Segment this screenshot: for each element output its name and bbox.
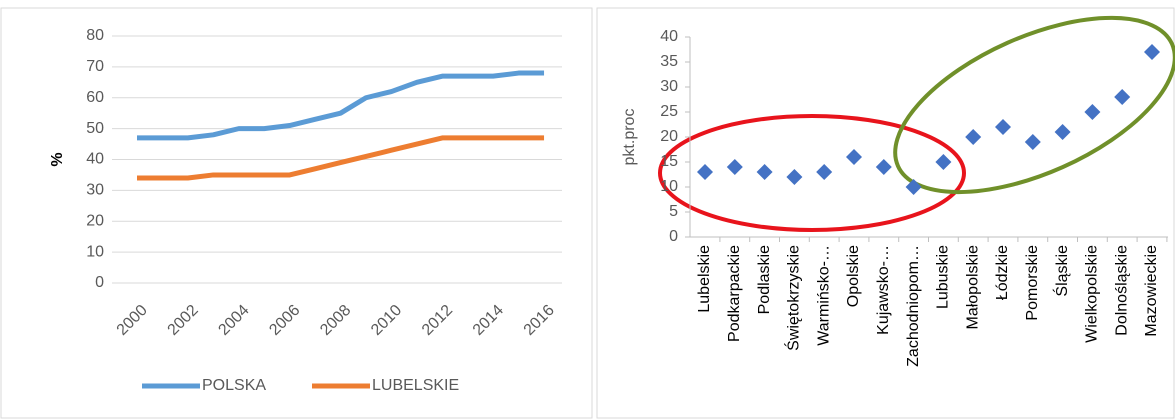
data-point [726, 159, 743, 175]
data-point [697, 164, 713, 180]
x-tick-label: Wielkopolskie [1084, 245, 1101, 343]
x-tick-label: Lubuskie [935, 245, 952, 309]
y-tick-label: 40 [86, 151, 104, 168]
y-tick-label: 20 [660, 128, 678, 145]
x-tick-label: Kujawsko-… [875, 245, 892, 335]
x-tick-label: Warmińsko-… [815, 245, 832, 346]
data-point [965, 129, 982, 145]
y-tick-label: 5 [669, 203, 678, 220]
data-point [1084, 104, 1101, 120]
y-tick-label: 60 [86, 89, 104, 106]
data-point [1054, 124, 1071, 140]
y-tick-label: 50 [86, 120, 104, 137]
y-axis-label: pkt.proc [621, 109, 638, 166]
y-tick-label: 35 [660, 53, 678, 70]
y-tick-label: 70 [86, 58, 104, 75]
y-tick-label: 40 [660, 28, 678, 45]
data-point [786, 169, 803, 185]
x-tick-label: Opolskie [845, 245, 862, 307]
x-tick-label: Mazowieckie [1143, 245, 1160, 337]
line-series [137, 135, 545, 181]
y-tick-label: 15 [660, 153, 678, 170]
data-point [816, 164, 833, 180]
highlight-ellipse [893, 15, 1175, 195]
right-panel [596, 7, 1175, 419]
x-tick-label: Podlaskie [756, 245, 773, 314]
y-tick-label: 0 [95, 274, 104, 291]
data-point [905, 179, 922, 195]
y-axis-label: % [49, 152, 66, 166]
x-tick-label: Dolnośląskie [1113, 245, 1130, 336]
line-series [137, 70, 545, 141]
y-tick-label: 10 [660, 178, 678, 195]
y-tick-label: 20 [86, 212, 104, 229]
data-point [1024, 134, 1041, 150]
data-point [1144, 44, 1160, 60]
data-point [756, 164, 773, 180]
legend-label: POLSKA [202, 377, 266, 394]
y-tick-label: 10 [86, 243, 104, 260]
x-tick-label: Śląskie [1052, 245, 1071, 297]
x-tick-label: Pomorskie [1024, 245, 1041, 321]
highlight-ellipse [658, 114, 966, 232]
x-tick-label: Łódzkie [994, 245, 1011, 300]
x-tick-label: Lubelskie [696, 245, 713, 313]
x-tick-label: Zachodniopom… [905, 245, 922, 367]
x-tick-label: Podkarpackie [726, 245, 743, 342]
data-point [1114, 89, 1131, 105]
data-point [846, 149, 862, 165]
data-point [875, 159, 892, 175]
x-tick-label: Świętokrzyskie [784, 245, 803, 351]
y-tick-label: 30 [86, 182, 104, 199]
y-tick-label: 25 [660, 103, 678, 120]
y-tick-label: 0 [669, 228, 678, 245]
data-point [995, 119, 1011, 135]
legend-label: LUBELSKIE [372, 377, 459, 394]
data-point [935, 154, 952, 170]
y-tick-label: 80 [86, 27, 104, 44]
y-tick-label: 30 [660, 78, 678, 95]
x-tick-label: Małopolskie [964, 245, 981, 330]
